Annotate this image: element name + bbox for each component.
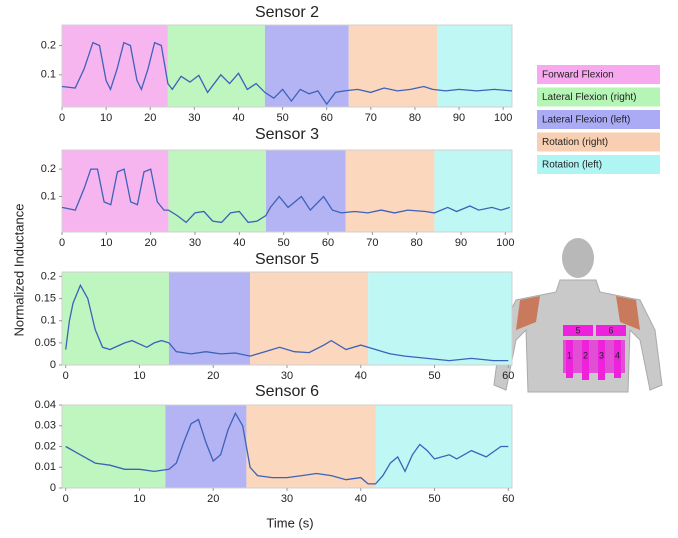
x-tick-label: 0 (59, 112, 65, 124)
x-tick-label: 0 (63, 370, 69, 382)
phase-span (368, 272, 512, 365)
sensor-pad-label: 4 (615, 350, 620, 360)
y-tick-label: 0.05 (35, 337, 56, 349)
x-tick-label: 30 (188, 112, 200, 124)
x-tick-label: 100 (494, 112, 512, 124)
chart-title: Sensor 5 (255, 251, 319, 268)
phase-span (349, 25, 437, 107)
phase-span (376, 405, 512, 488)
figure: Normalized Inductance Time (s) Sensor 2 0… (0, 0, 678, 538)
x-tick-label: 60 (321, 112, 333, 124)
x-tick-label: 70 (366, 237, 378, 249)
chart-title: Sensor 2 (255, 4, 319, 21)
x-tick-label: 60 (322, 237, 334, 249)
y-tick-label: 0.15 (35, 292, 56, 304)
x-tick-label: 20 (207, 370, 219, 382)
sensor-pad-label: 1 (567, 350, 572, 360)
x-tick-label: 50 (428, 370, 440, 382)
y-tick-label: 0 (50, 482, 56, 494)
x-tick-label: 30 (281, 493, 293, 505)
phase-span (437, 25, 512, 107)
y-tick-label: 0.2 (41, 39, 56, 51)
phase-span (346, 150, 435, 232)
y-tick-label: 0.2 (41, 270, 56, 282)
x-tick-label: 30 (281, 370, 293, 382)
x-tick-label: 10 (133, 370, 145, 382)
phase-span (434, 150, 512, 232)
phase-span (246, 405, 375, 488)
x-tick-label: 60 (502, 493, 514, 505)
phase-span (62, 25, 168, 107)
x-tick-label: 50 (276, 112, 288, 124)
x-tick-label: 40 (233, 237, 245, 249)
phase-span (266, 150, 346, 232)
x-tick-label: 20 (144, 112, 156, 124)
x-tick-label: 40 (355, 370, 367, 382)
x-axis-label: Time (s) (266, 515, 313, 530)
y-tick-label: 0.02 (35, 440, 56, 452)
x-tick-label: 90 (455, 237, 467, 249)
sensor-pad-label: 6 (608, 325, 613, 335)
x-tick-label: 90 (453, 112, 465, 124)
x-tick-label: 0 (59, 237, 65, 249)
chart-title: Sensor 6 (255, 383, 319, 400)
legend-label: Lateral Flexion (left) (542, 115, 630, 126)
x-tick-label: 10 (100, 112, 112, 124)
legend-label: Rotation (left) (542, 160, 602, 171)
x-tick-label: 70 (365, 112, 377, 124)
x-tick-label: 40 (232, 112, 244, 124)
legend-label: Rotation (right) (542, 137, 608, 148)
x-tick-label: 100 (496, 237, 514, 249)
y-tick-label: 0.04 (35, 399, 56, 411)
x-tick-label: 40 (355, 493, 367, 505)
x-tick-label: 10 (100, 237, 112, 249)
x-tick-label: 0 (63, 493, 69, 505)
phase-span (62, 272, 169, 365)
phase-span (62, 405, 165, 488)
y-tick-label: 0.1 (41, 190, 56, 202)
x-tick-label: 60 (502, 370, 514, 382)
y-tick-label: 0.01 (35, 461, 56, 473)
y-tick-label: 0.1 (41, 315, 56, 327)
phase-span (169, 272, 250, 365)
x-tick-label: 80 (409, 112, 421, 124)
y-tick-label: 0 (50, 359, 56, 371)
y-tick-label: 0.03 (35, 420, 56, 432)
chart-title: Sensor 3 (255, 126, 319, 143)
y-tick-label: 0.1 (41, 69, 56, 81)
x-tick-label: 80 (411, 237, 423, 249)
sensor-pad-label: 2 (583, 350, 588, 360)
x-tick-label: 20 (207, 493, 219, 505)
x-tick-label: 10 (133, 493, 145, 505)
phase-span (168, 25, 265, 107)
sensor-pad-label: 5 (575, 325, 580, 335)
y-axis-label: Normalized Inductance (11, 204, 26, 337)
legend-label: Forward Flexion (542, 70, 614, 81)
x-tick-label: 20 (145, 237, 157, 249)
legend-label: Lateral Flexion (right) (542, 92, 636, 103)
x-tick-label: 50 (428, 493, 440, 505)
x-tick-label: 30 (189, 237, 201, 249)
sensor-pad-label: 3 (599, 350, 604, 360)
phase-span (62, 150, 168, 232)
x-tick-label: 50 (278, 237, 290, 249)
y-tick-label: 0.2 (41, 163, 56, 175)
